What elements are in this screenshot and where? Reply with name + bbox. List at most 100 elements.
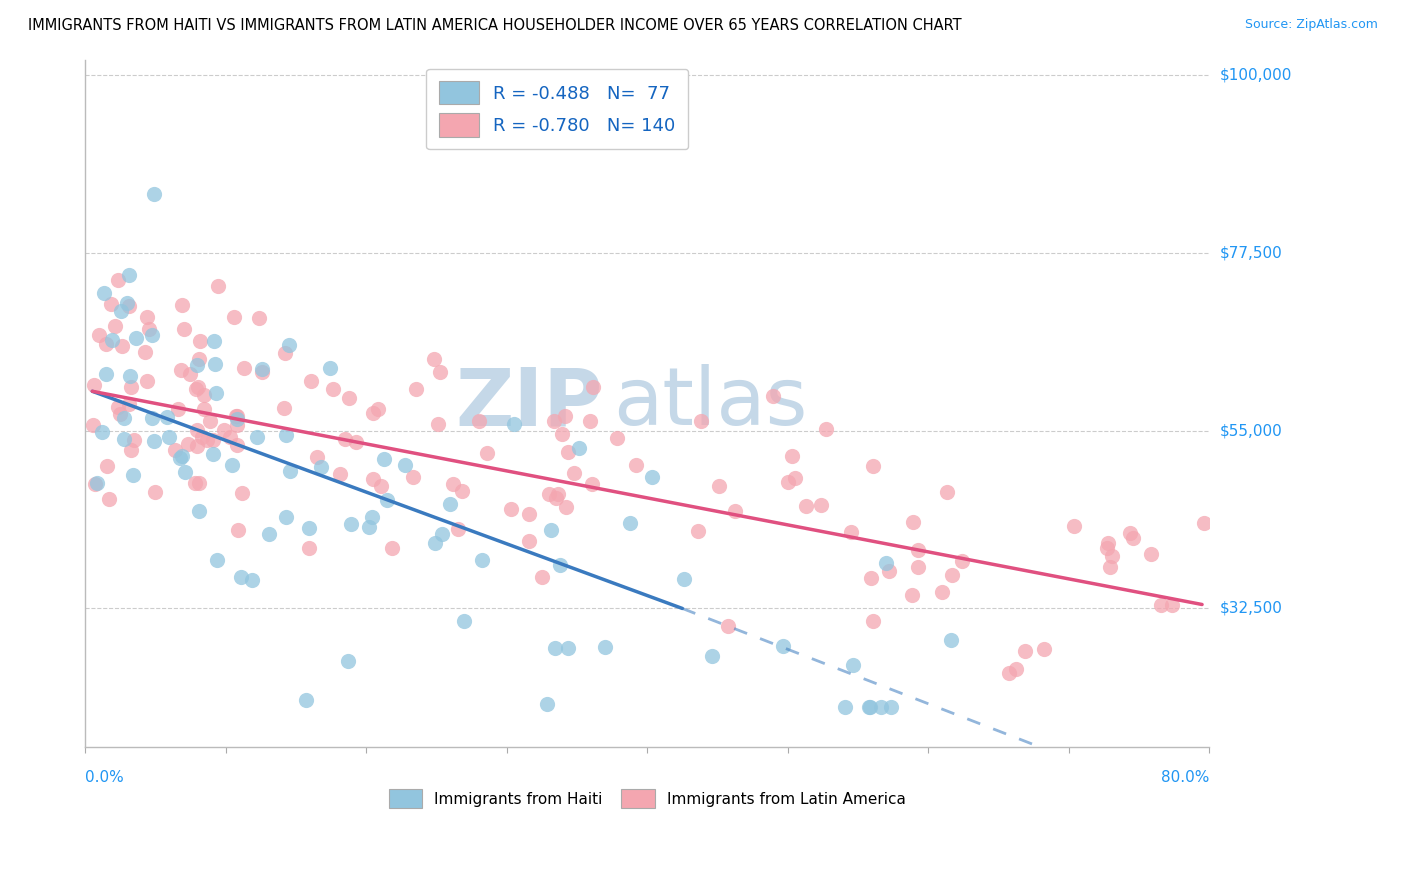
Point: [361, 509, 384, 524]
Point: [231, 570, 253, 584]
Text: atlas: atlas: [613, 364, 808, 442]
Point: [107, 401, 129, 415]
Point: [471, 553, 494, 567]
Point: [186, 439, 208, 453]
Point: [557, 445, 579, 459]
Point: [122, 467, 145, 482]
Point: [1005, 662, 1028, 676]
Point: [136, 310, 159, 324]
Point: [94, 336, 117, 351]
Point: [870, 700, 893, 714]
Point: [782, 449, 804, 463]
Point: [329, 467, 352, 481]
Text: IMMIGRANTS FROM HAITI VS IMMIGRANTS FROM LATIN AMERICA HOUSEHOLDER INCOME OVER 6: IMMIGRANTS FROM HAITI VS IMMIGRANTS FROM…: [28, 18, 962, 33]
Point: [344, 435, 367, 450]
Point: [538, 487, 561, 501]
Point: [120, 443, 142, 458]
Point: [373, 452, 395, 467]
Point: [439, 497, 461, 511]
Point: [394, 458, 416, 472]
Point: [606, 431, 628, 445]
Point: [205, 386, 228, 401]
Point: [225, 409, 247, 423]
Point: [222, 310, 245, 324]
Point: [540, 523, 562, 537]
Point: [862, 459, 884, 474]
Point: [186, 423, 208, 437]
Point: [536, 697, 558, 711]
Point: [101, 333, 124, 347]
Point: [186, 358, 208, 372]
Point: [298, 521, 321, 535]
Point: [1101, 549, 1123, 563]
Point: [278, 464, 301, 478]
Point: [1122, 531, 1144, 545]
Point: [226, 417, 249, 432]
Point: [689, 414, 711, 428]
Point: [453, 614, 475, 628]
Point: [842, 657, 865, 672]
Point: [839, 525, 862, 540]
Point: [143, 485, 166, 500]
Point: [361, 406, 384, 420]
Point: [1095, 541, 1118, 555]
Point: [468, 414, 491, 428]
Point: [381, 541, 404, 555]
Text: 80.0%: 80.0%: [1161, 771, 1209, 785]
Point: [143, 186, 166, 201]
Point: [402, 470, 425, 484]
Point: [141, 411, 163, 425]
Point: [423, 536, 446, 550]
Point: [935, 484, 957, 499]
Point: [363, 472, 385, 486]
Point: [82, 418, 104, 433]
Point: [141, 327, 163, 342]
Point: [941, 633, 963, 648]
Point: [184, 382, 207, 396]
Point: [377, 492, 399, 507]
Point: [143, 434, 166, 448]
Point: [118, 268, 141, 282]
Point: [157, 430, 180, 444]
Point: [762, 389, 785, 403]
Point: [250, 365, 273, 379]
Point: [170, 298, 193, 312]
Point: [179, 368, 201, 382]
Point: [941, 568, 963, 582]
Point: [367, 402, 389, 417]
Point: [499, 501, 522, 516]
Point: [173, 321, 195, 335]
Point: [191, 430, 214, 444]
Point: [1160, 598, 1182, 612]
Text: $32,500: $32,500: [1220, 601, 1284, 616]
Point: [100, 296, 122, 310]
Point: [429, 365, 451, 379]
Point: [202, 334, 225, 348]
Point: [231, 486, 253, 500]
Point: [118, 300, 141, 314]
Point: [115, 296, 138, 310]
Point: [862, 614, 884, 628]
Text: $55,000: $55,000: [1220, 424, 1282, 438]
Point: [427, 417, 450, 431]
Point: [430, 527, 453, 541]
Point: [1140, 547, 1163, 561]
Point: [778, 475, 800, 490]
Point: [772, 639, 794, 653]
Point: [931, 585, 953, 599]
Text: Source: ZipAtlas.com: Source: ZipAtlas.com: [1244, 18, 1378, 31]
Point: [201, 447, 224, 461]
Point: [120, 380, 142, 394]
Point: [96, 458, 118, 473]
Point: [519, 534, 541, 549]
Point: [340, 517, 363, 532]
Point: [240, 573, 263, 587]
Point: [593, 640, 616, 655]
Point: [177, 437, 200, 451]
Point: [198, 414, 221, 428]
Point: [717, 619, 740, 633]
Point: [195, 434, 218, 448]
Point: [686, 524, 709, 539]
Point: [336, 654, 359, 668]
Point: [903, 515, 925, 529]
